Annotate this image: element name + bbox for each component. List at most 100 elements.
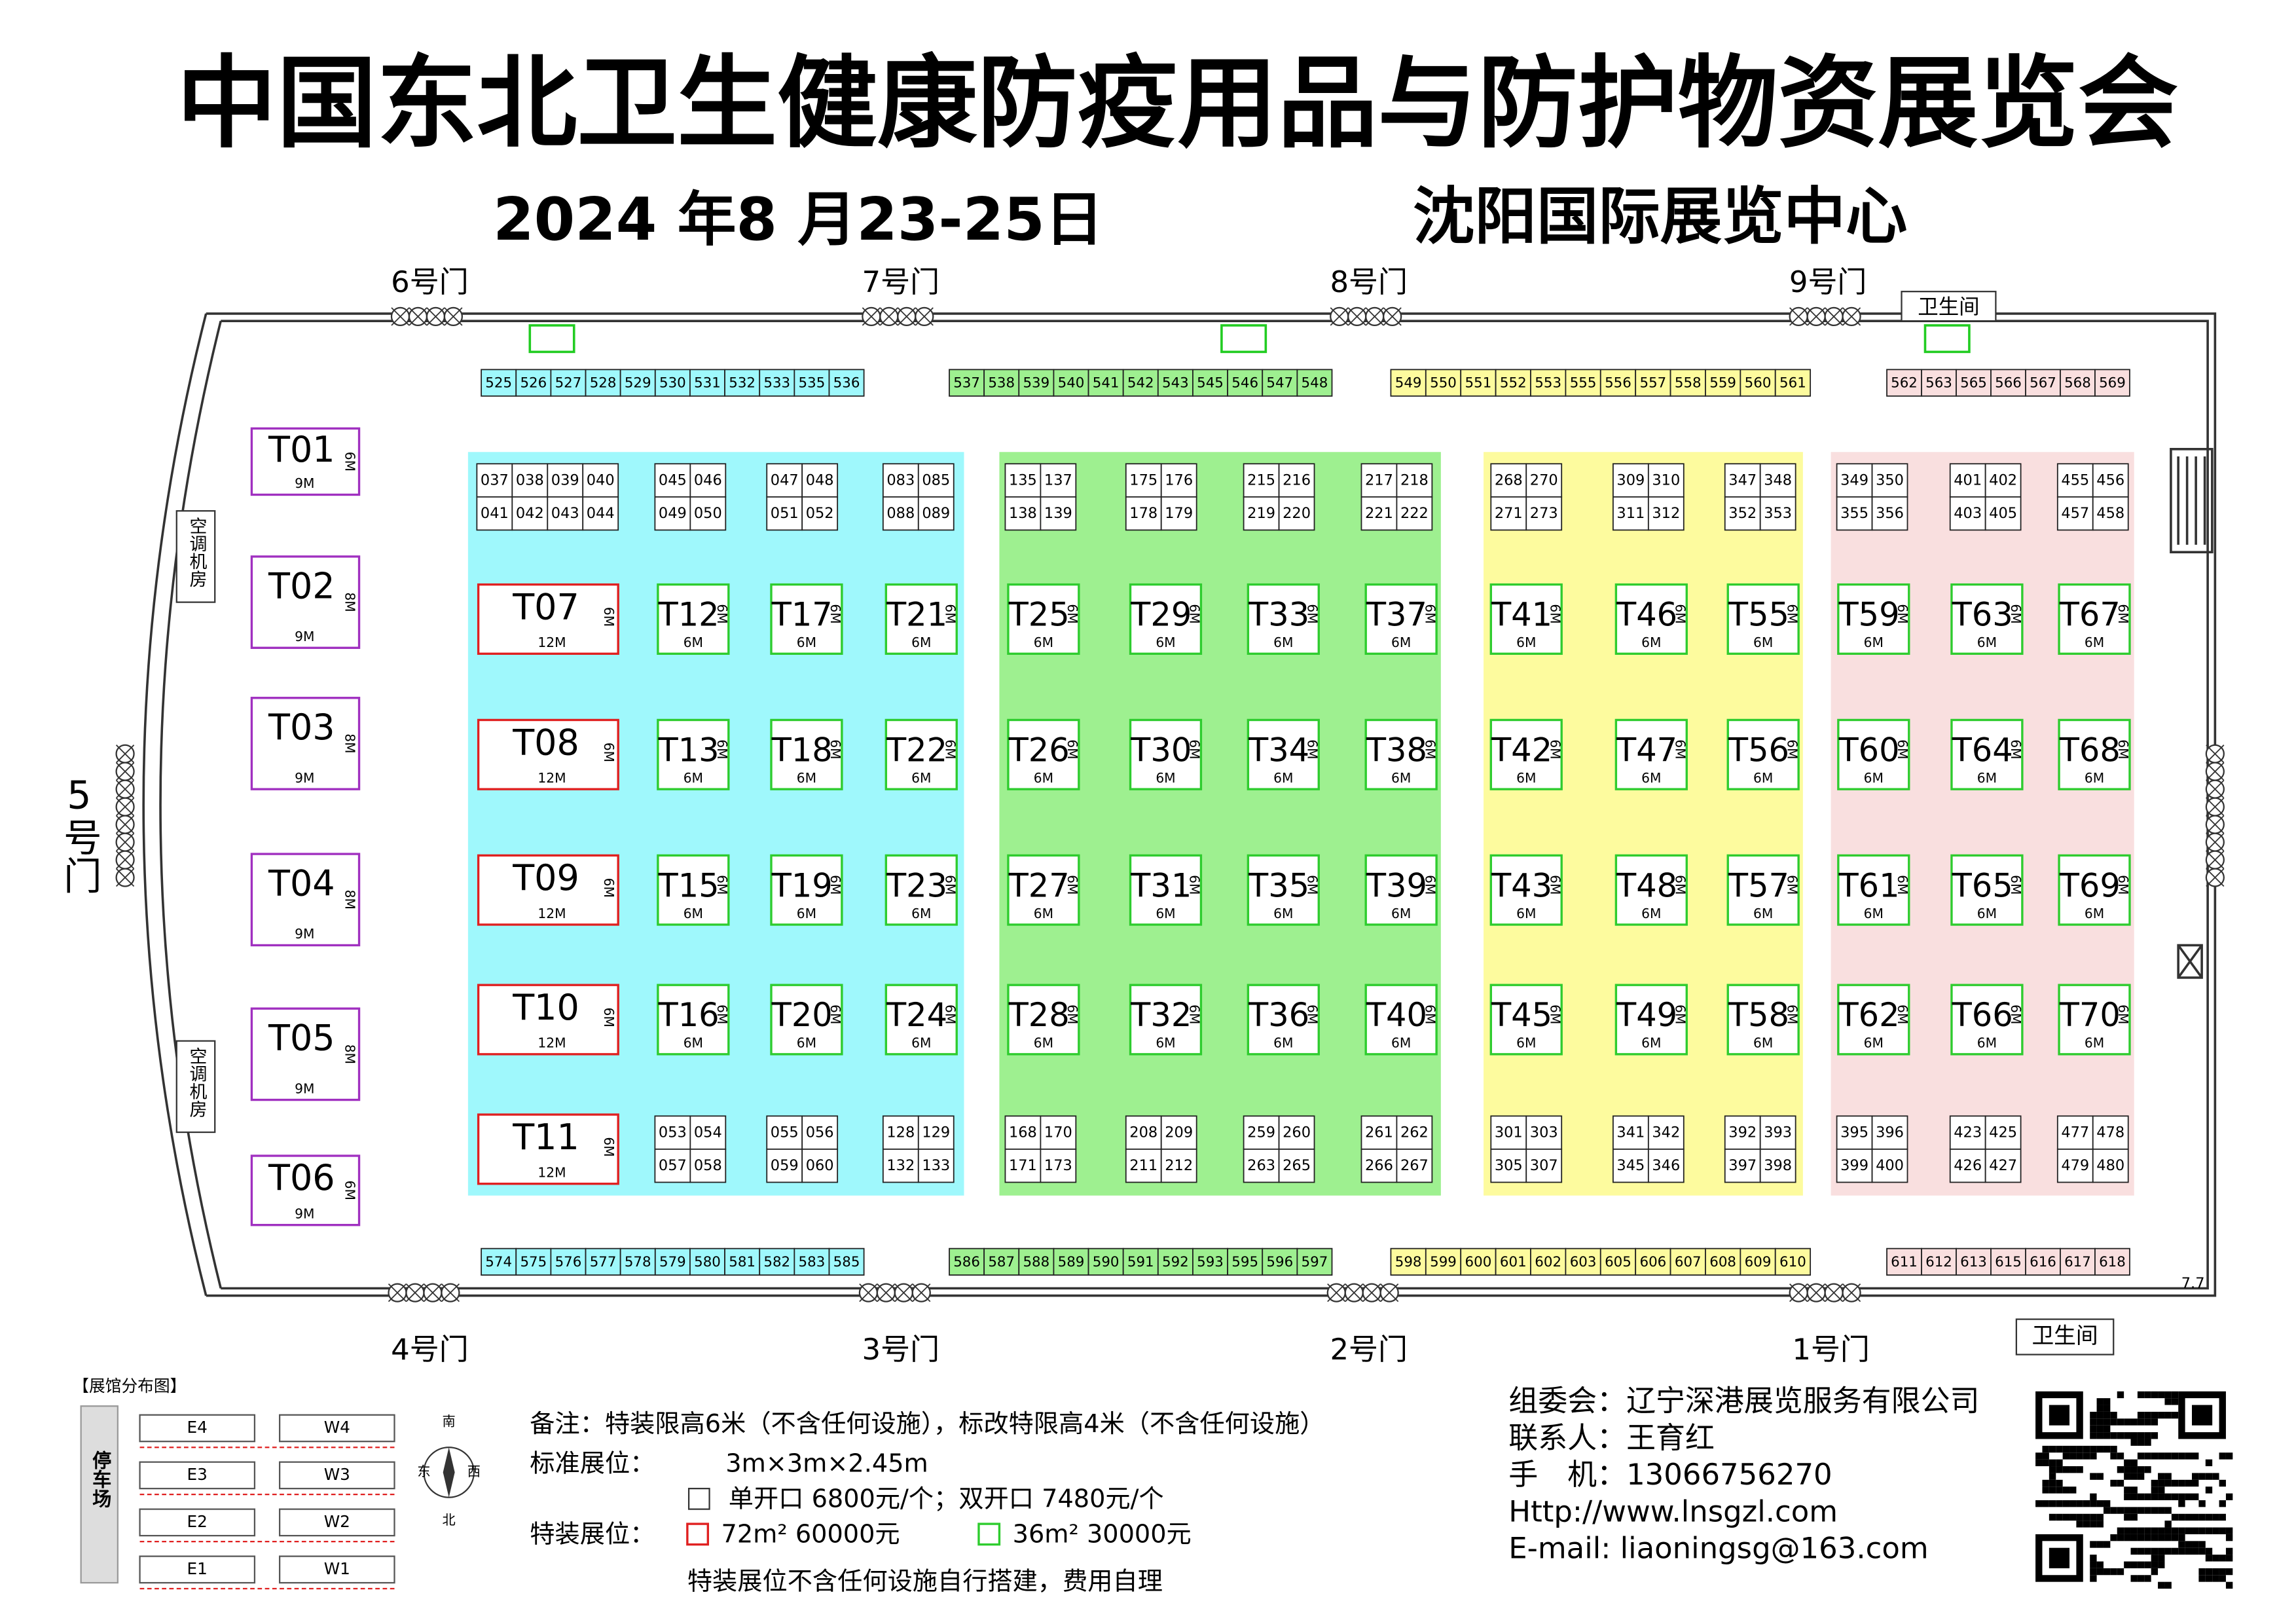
booth-label: T17 xyxy=(771,596,833,634)
booth-width: 6M xyxy=(1977,770,1997,786)
gate-door xyxy=(1330,307,1349,326)
hall xyxy=(139,1508,256,1537)
qr-module xyxy=(2164,1493,2172,1500)
booth-number: 047 xyxy=(771,472,799,489)
qr-module xyxy=(2110,1507,2117,1514)
qr-module xyxy=(2117,1466,2124,1473)
qr-module xyxy=(2056,1445,2063,1453)
qr-module xyxy=(2130,1575,2138,1582)
gate-door xyxy=(115,850,135,870)
date: 2024 年8 月23-25日 xyxy=(493,186,1104,254)
booth xyxy=(2092,463,2129,498)
booth xyxy=(476,496,513,531)
booth-number: 217 xyxy=(1365,472,1393,489)
qr-module xyxy=(2137,1575,2145,1582)
qr-module xyxy=(2137,1493,2145,1500)
booth xyxy=(917,463,955,498)
qr-module xyxy=(2151,1418,2159,1426)
booth xyxy=(1125,1148,1162,1183)
qr-module xyxy=(2042,1486,2049,1494)
qr-module xyxy=(2219,1527,2226,1534)
qr-module xyxy=(2178,1541,2185,1548)
special-booth xyxy=(2058,583,2131,655)
booth xyxy=(949,1247,985,1276)
qr-module xyxy=(2225,1527,2233,1534)
booth xyxy=(1390,1247,1427,1276)
booth-number: 171 xyxy=(1009,1157,1037,1174)
booth-label: T02 xyxy=(268,565,335,606)
booth-number: 425 xyxy=(1989,1124,2017,1141)
booth xyxy=(1278,496,1315,531)
qr-module xyxy=(2083,1452,2090,1460)
qr-module xyxy=(2158,1493,2165,1500)
special-booth xyxy=(2058,718,2131,790)
special-booth xyxy=(1837,984,1910,1056)
booth-number: 455 xyxy=(2061,472,2089,489)
special-booth xyxy=(884,718,958,790)
booth xyxy=(1669,369,1706,397)
booth-width: 6M xyxy=(2085,635,2104,650)
qr-module xyxy=(2124,1561,2131,1568)
booth-label: T08 xyxy=(512,722,579,763)
booth-number: 396 xyxy=(1876,1124,1904,1141)
booth-depth: 8M xyxy=(342,1044,357,1064)
booth-number: 592 xyxy=(1162,1254,1189,1270)
booth xyxy=(1530,1247,1567,1276)
booth-depth: 6M xyxy=(2008,604,2024,623)
qr-module xyxy=(2130,1486,2138,1494)
legend-box xyxy=(977,1522,1001,1546)
booth-width: 6M xyxy=(1977,1035,1997,1051)
booth xyxy=(1004,1148,1042,1183)
booth-label: T25 xyxy=(1008,596,1070,634)
qr-module xyxy=(2090,1452,2097,1460)
qr-module xyxy=(2076,1521,2083,1528)
booth-number: 263 xyxy=(1247,1157,1275,1174)
booth-label: T21 xyxy=(886,596,947,634)
booth xyxy=(1157,369,1194,397)
booth-number: 057 xyxy=(659,1157,687,1174)
special-booth xyxy=(657,718,730,790)
qr-module xyxy=(2062,1500,2070,1507)
booth-number: 400 xyxy=(1876,1157,1904,1174)
booth xyxy=(2092,1115,2129,1150)
booth xyxy=(689,1247,725,1276)
qr-module xyxy=(2130,1466,2138,1473)
booth-depth: 6M xyxy=(828,739,843,759)
qr-module xyxy=(2171,1534,2179,1541)
booth xyxy=(1871,496,1908,531)
qr-module xyxy=(2158,1411,2165,1419)
zone xyxy=(467,452,964,1196)
contact-line: 组委会：辽宁深港展览服务有限公司 xyxy=(1508,1384,1979,1418)
gate-door xyxy=(1824,307,1844,326)
gate-label: 8号门 xyxy=(1330,265,1408,299)
booth-number: 178 xyxy=(1129,505,1157,522)
qr-module xyxy=(2192,1493,2199,1500)
hall-label: W2 xyxy=(324,1512,350,1531)
qr-module xyxy=(2137,1507,2145,1514)
qr-module xyxy=(2096,1398,2104,1405)
booth-width: 6M xyxy=(1641,635,1661,650)
special-booth xyxy=(1247,583,1320,655)
qr-module xyxy=(2225,1581,2233,1589)
booth xyxy=(1262,1247,1298,1276)
qr-module xyxy=(2192,1452,2199,1460)
booth-number: 609 xyxy=(1745,1254,1772,1270)
gate-door xyxy=(405,1283,425,1302)
qr-module xyxy=(2076,1452,2083,1460)
booth xyxy=(511,496,549,531)
booth-depth: 6M xyxy=(1673,604,1688,623)
qr-module xyxy=(2137,1466,2145,1473)
qr-module xyxy=(2110,1445,2117,1453)
booth xyxy=(582,496,619,531)
booth xyxy=(1360,1115,1398,1150)
booth-number: 260 xyxy=(1283,1124,1311,1141)
qr-module xyxy=(2185,1541,2193,1548)
gate-door xyxy=(2206,798,2225,817)
qr-module xyxy=(2151,1479,2159,1487)
booth xyxy=(801,1148,839,1183)
qr-module xyxy=(2192,1527,2199,1534)
booth xyxy=(828,1247,865,1276)
qr-finder xyxy=(2049,1547,2070,1568)
booth-number: 556 xyxy=(1605,375,1631,392)
